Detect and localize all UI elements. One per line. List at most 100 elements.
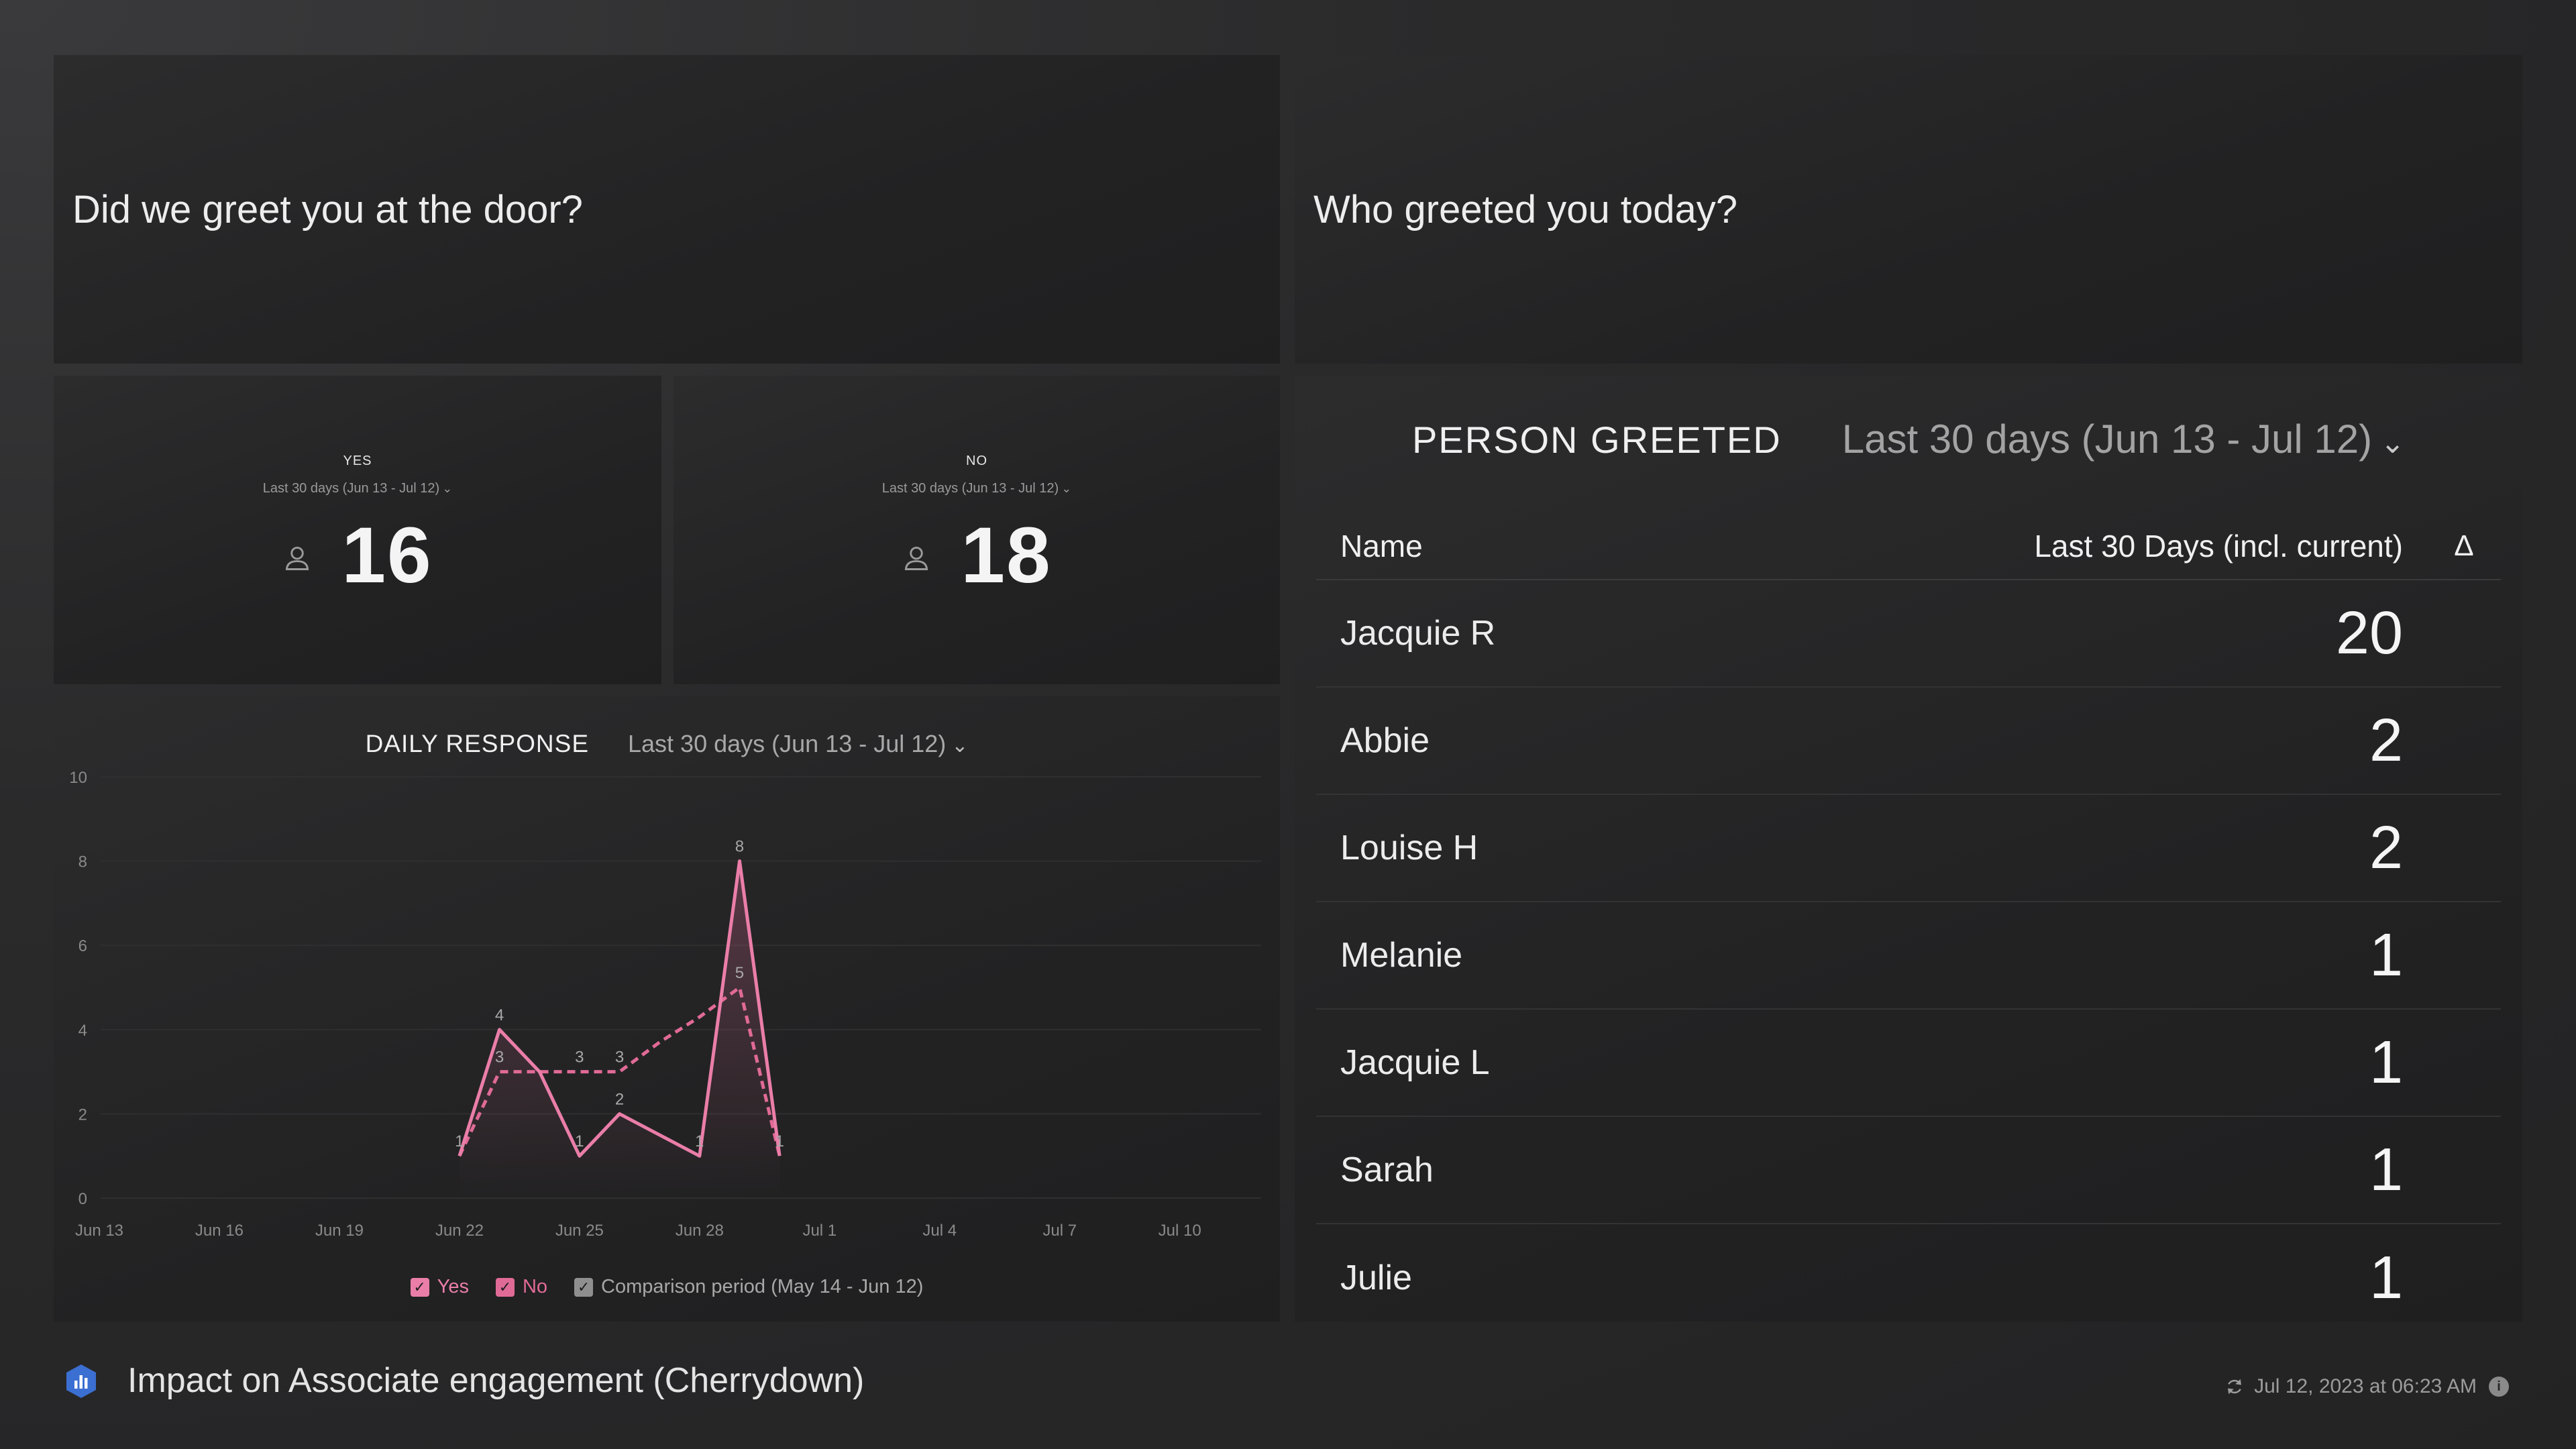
data-label: 5: [735, 964, 744, 982]
row-name: Julie: [1340, 1258, 1412, 1297]
y-tick-label: 2: [78, 1106, 87, 1124]
info-icon[interactable]: i: [2489, 1377, 2509, 1397]
data-label: 3: [575, 1049, 584, 1067]
yes-datablock[interactable]: YES Last 30 days (Jun 13 - Jul 12) ⌄ 16: [54, 376, 661, 684]
row-name: Jacquie R: [1340, 614, 1496, 653]
y-tick-label: 0: [78, 1190, 87, 1208]
x-tick-label: Jul 10: [1159, 1222, 1201, 1240]
row-value: 1: [2369, 921, 2403, 989]
x-tick-label: Jun 28: [676, 1222, 724, 1240]
person-greeted-datablock[interactable]: PERSON GREETED Last 30 days (Jun 13 - Ju…: [1295, 376, 2522, 1322]
legend-item-comparison[interactable]: ✓ Comparison period (May 14 - Jun 12): [574, 1276, 923, 1298]
series-line-yes: [458, 859, 782, 1158]
table-row: Jacquie R 20: [1316, 580, 2501, 688]
stat-value: 18: [961, 511, 1052, 600]
x-tick-label: Jun 22: [435, 1222, 484, 1240]
x-tick-label: Jul 1: [802, 1222, 837, 1240]
question-panel-who: Who greeted you today?: [1295, 55, 2522, 364]
date-range-label: Last 30 days (Jun 13 - Jul 12): [1841, 417, 2373, 462]
row-name: Melanie: [1340, 936, 1463, 975]
y-tick-label: 4: [78, 1022, 87, 1040]
row-value: 1: [2369, 1028, 2403, 1096]
question-panel-greet: Did we greet you at the door?: [54, 55, 1280, 364]
last-updated: Jul 12, 2023 at 06:23 AM i: [2224, 1375, 2509, 1398]
date-range-select[interactable]: Last 30 days (Jun 13 - Jul 12) ⌄: [54, 481, 661, 496]
no-datablock[interactable]: NO Last 30 days (Jun 13 - Jul 12) ⌄ 18: [674, 376, 1280, 684]
table-title: PERSON GREETED: [1411, 419, 1782, 461]
y-tick-label: 10: [69, 769, 87, 787]
row-name: Jacquie L: [1340, 1043, 1490, 1082]
chart-legend: ✓ Yes ✓ No ✓ Comparison period (May 14 -…: [54, 1276, 1280, 1298]
date-range-label: Last 30 days (Jun 13 - Jul 12): [881, 481, 1059, 496]
table-row: Louise H 2: [1316, 795, 2501, 902]
daily-response-datablock[interactable]: DAILY RESPONSE Last 30 days (Jun 13 - Ju…: [54, 696, 1280, 1322]
table-row: Jacquie L 1: [1316, 1010, 2501, 1117]
data-label: 4: [495, 1006, 504, 1024]
x-tick-label: Jun 16: [195, 1222, 244, 1240]
legend-label: Yes: [437, 1276, 469, 1297]
person-icon: [905, 546, 928, 570]
legend-label: Comparison period (May 14 - Jun 12): [601, 1276, 924, 1297]
x-tick-label: Jun 25: [555, 1222, 604, 1240]
table-row: Sarah 1: [1316, 1117, 2501, 1224]
row-name: Abbie: [1340, 721, 1430, 760]
x-tick-label: Jul 4: [922, 1222, 957, 1240]
x-tick-label: Jun 19: [315, 1222, 364, 1240]
refresh-icon[interactable]: [2224, 1377, 2245, 1397]
column-header-delta[interactable]: Δ: [2454, 529, 2474, 562]
yes-area: [459, 861, 780, 1198]
person-icon: [286, 546, 309, 570]
data-label: 1: [455, 1132, 464, 1150]
row-value: 2: [2369, 814, 2403, 881]
stat-label: YES: [343, 453, 372, 468]
chevron-down-icon: ⌄: [442, 482, 453, 495]
x-tick-label: Jul 7: [1042, 1222, 1077, 1240]
date-range-label: Last 30 days (Jun 13 - Jul 12): [262, 481, 440, 496]
data-label: 3: [615, 1049, 624, 1067]
column-header-name[interactable]: Name: [1340, 529, 1423, 564]
row-value: 1: [2369, 1244, 2403, 1311]
databox-logo-icon: [66, 1364, 96, 1398]
question-title: Who greeted you today?: [1313, 187, 1737, 231]
data-label: 3: [495, 1049, 504, 1067]
table-header: Name Last 30 Days (incl. current) Δ: [1316, 513, 2501, 580]
date-range-select[interactable]: Last 30 days (Jun 13 - Jul 12) ⌄: [674, 481, 1280, 496]
data-label: 8: [735, 838, 744, 856]
row-value: 1: [2369, 1136, 2403, 1203]
line-chart: 0 2 4 6 8 10 Jun 13 Jun 16 Jun 19 Jun 22 Jun 25 Jun…: [69, 769, 1261, 1240]
column-header-value[interactable]: Last 30 Days (incl. current): [2034, 529, 2403, 564]
chevron-down-icon: ⌄: [1061, 482, 1072, 495]
x-tick-label: Jun 13: [75, 1222, 123, 1240]
date-range-label: Last 30 days (Jun 13 - Jul 12): [628, 730, 947, 757]
date-range-select[interactable]: Last 30 days (Jun 13 - Jul 12) ⌄: [628, 730, 968, 758]
chevron-down-icon: ⌄: [951, 735, 969, 757]
question-title: Did we greet you at the door?: [72, 187, 583, 231]
row-name: Louise H: [1340, 828, 1479, 867]
row-name: Sarah: [1340, 1150, 1434, 1189]
data-label: 1: [775, 1132, 784, 1150]
table-row: Julie 1: [1316, 1224, 2501, 1332]
y-tick-label: 6: [78, 937, 87, 955]
table-row: Abbie 2: [1316, 688, 2501, 795]
row-value: 20: [2335, 599, 2403, 667]
legend-item-yes[interactable]: ✓ Yes: [410, 1276, 469, 1298]
data-label: 2: [615, 1090, 624, 1108]
updated-timestamp: Jul 12, 2023 at 06:23 AM: [2254, 1375, 2477, 1397]
stat-value: 16: [341, 511, 433, 600]
checkbox-checked-icon[interactable]: ✓: [495, 1277, 515, 1297]
row-value: 2: [2369, 706, 2403, 774]
chevron-down-icon: ⌄: [2380, 427, 2406, 460]
table-row: Melanie 1: [1316, 902, 2501, 1010]
date-range-select[interactable]: Last 30 days (Jun 13 - Jul 12) ⌄: [1842, 416, 2405, 462]
data-label: 1: [575, 1132, 584, 1150]
legend-label: No: [522, 1276, 548, 1297]
y-tick-label: 8: [78, 853, 87, 871]
checkbox-checked-icon[interactable]: ✓: [574, 1277, 594, 1297]
person-table: Name Last 30 Days (incl. current) Δ Jacq…: [1316, 513, 2501, 1332]
dashboard-title: Impact on Associate engagement (Cherrydo…: [127, 1361, 865, 1400]
stat-label: NO: [966, 453, 987, 468]
chart-title: DAILY RESPONSE: [365, 730, 589, 757]
data-label: 1: [695, 1132, 704, 1150]
legend-item-no[interactable]: ✓ No: [495, 1276, 548, 1298]
checkbox-checked-icon[interactable]: ✓: [410, 1277, 429, 1297]
